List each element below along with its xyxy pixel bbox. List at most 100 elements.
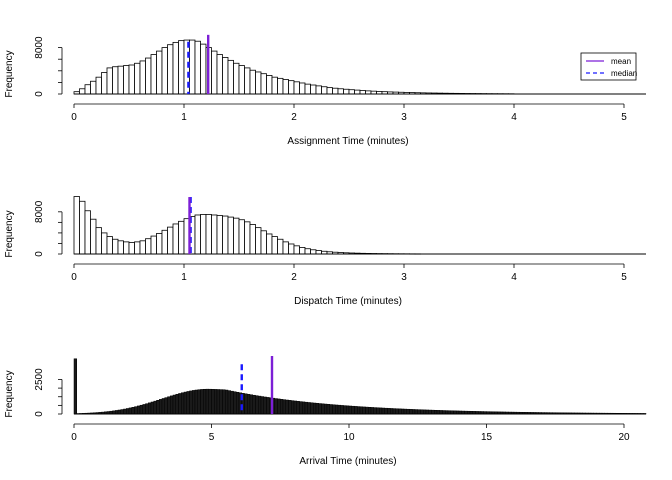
histogram-bar xyxy=(384,407,388,415)
histogram-bar xyxy=(175,393,179,415)
histogram-bar xyxy=(288,80,295,95)
x-tick-label: 20 xyxy=(618,432,630,443)
histogram-bar xyxy=(277,398,281,415)
histogram-bar xyxy=(156,50,163,95)
histogram-bar xyxy=(205,388,209,415)
histogram-bar xyxy=(200,389,204,415)
histogram-bar xyxy=(153,400,157,415)
histogram-bar xyxy=(222,215,229,255)
histogram-bar xyxy=(357,406,361,415)
histogram-bar xyxy=(293,81,300,95)
histogram-bar xyxy=(205,214,212,255)
histogram-bar xyxy=(255,71,262,95)
histogram-bar xyxy=(362,406,366,415)
histogram-bar xyxy=(244,221,251,255)
histogram-bar xyxy=(282,399,286,415)
histogram-bar xyxy=(214,389,218,415)
x-tick-label: 4 xyxy=(511,272,517,283)
histogram-bar xyxy=(112,238,119,255)
histogram-bar xyxy=(194,214,201,255)
histogram-bar xyxy=(387,408,391,415)
arrival-y-label: Frequency xyxy=(4,370,15,417)
histogram-bar xyxy=(409,409,413,415)
histogram-bar xyxy=(126,408,130,415)
histogram-bar xyxy=(326,87,333,95)
histogram-bar xyxy=(282,79,289,95)
histogram-bar xyxy=(299,247,306,255)
histogram-bar xyxy=(90,218,97,255)
histogram-bar xyxy=(244,393,248,415)
histogram-bar xyxy=(84,210,91,255)
histogram-bar xyxy=(293,400,297,415)
histogram-bar xyxy=(219,389,223,415)
histogram-bar xyxy=(291,400,295,415)
x-tick-label: 3 xyxy=(401,272,407,283)
histogram-bar xyxy=(315,250,322,255)
histogram-bar xyxy=(390,408,394,415)
histogram-bar xyxy=(79,200,86,255)
arrival-time-panel: 0 5 10 15 20 0 2500 Arrival Time (minutes) Fr… xyxy=(4,356,647,467)
histogram-bar xyxy=(95,76,102,95)
x-tick-label: 10 xyxy=(343,432,355,443)
histogram-bar xyxy=(115,410,119,415)
histogram-bar xyxy=(216,389,220,415)
histogram-bar xyxy=(225,389,229,415)
histogram-bar xyxy=(313,402,317,415)
histogram-bar xyxy=(148,402,152,415)
histogram-bar xyxy=(230,390,234,415)
histogram-bar xyxy=(247,394,251,415)
histogram-bar xyxy=(348,405,352,415)
histogram-bar xyxy=(321,86,328,95)
x-tick-label: 1 xyxy=(181,272,187,283)
histogram-bar xyxy=(123,65,130,95)
histogram-bar xyxy=(346,405,350,415)
histogram-bar xyxy=(90,80,97,95)
histogram-bar xyxy=(266,397,270,415)
histogram-bar xyxy=(145,403,149,415)
x-tick-label: 0 xyxy=(71,272,77,283)
dispatch-y-axis: 0 8000 xyxy=(34,200,63,257)
histogram-bar xyxy=(197,389,201,415)
histogram-bar xyxy=(186,391,190,415)
histogram-bar xyxy=(258,395,262,415)
arrival-histogram-bars xyxy=(73,358,647,415)
histogram-bar xyxy=(343,405,347,415)
histogram-bar xyxy=(285,399,289,415)
histogram-bar xyxy=(134,62,141,95)
histogram-bar xyxy=(249,394,253,415)
histogram-bar xyxy=(324,403,328,415)
histogram-bar xyxy=(142,404,146,415)
histogram-bar xyxy=(296,401,300,415)
histogram-bar xyxy=(431,409,435,415)
y-tick-label: 0 xyxy=(34,91,45,97)
assignment-x-label: Assignment Time (minutes) xyxy=(287,136,408,147)
histogram-bar xyxy=(302,401,306,415)
arrival-stat-lines xyxy=(240,356,274,414)
x-tick-label: 5 xyxy=(621,112,627,123)
histogram-bar xyxy=(282,241,289,255)
histogram-bar xyxy=(406,408,410,415)
histogram-bar xyxy=(310,249,317,255)
histogram-bar xyxy=(403,408,407,415)
histogram-bar xyxy=(194,389,198,415)
histogram-bar xyxy=(222,57,229,95)
histogram-bar xyxy=(354,89,361,95)
histogram-bar xyxy=(271,76,278,95)
histogram-bar xyxy=(211,50,218,95)
histogram-bar xyxy=(310,402,314,415)
histogram-bar xyxy=(373,407,377,415)
histogram-bar xyxy=(200,214,207,255)
histogram-bar xyxy=(266,233,273,255)
histogram-bar xyxy=(172,394,176,415)
histogram-bar xyxy=(423,409,427,415)
histogram-bar xyxy=(381,407,385,415)
assignment-time-panel: 0 1 2 3 4 5 0 8000 Assignment Time (minutes) F… xyxy=(4,34,646,147)
histogram-bar xyxy=(167,226,174,255)
histogram-bar xyxy=(271,236,278,255)
histogram-bar xyxy=(183,391,187,415)
histogram-bar xyxy=(318,403,322,415)
histogram-bar xyxy=(172,223,179,255)
histogram-bar xyxy=(233,217,240,255)
histogram-bar xyxy=(238,219,245,255)
assignment-x-axis: 0 1 2 3 4 5 xyxy=(71,103,627,123)
